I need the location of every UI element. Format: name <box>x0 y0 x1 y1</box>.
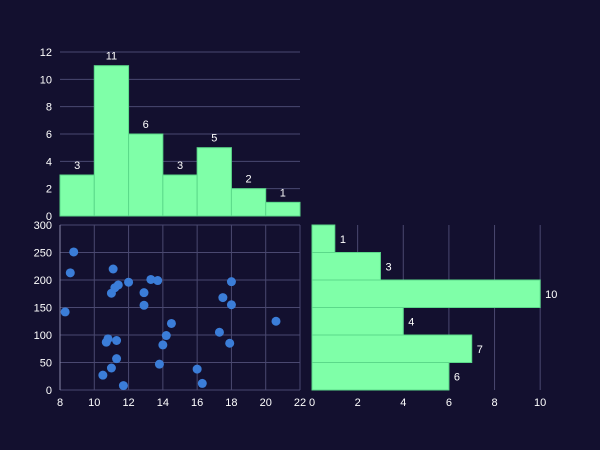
right-histogram-x-tick-label: 4 <box>400 397 406 409</box>
scatter-point <box>166 318 176 328</box>
scatter-point <box>158 340 168 350</box>
scatter-point <box>226 277 236 287</box>
top-histogram-bar-label: 11 <box>106 51 117 63</box>
scatter-x-tick-label: 18 <box>225 397 237 409</box>
right-histogram-bar-label: 3 <box>385 261 391 273</box>
scatter-point <box>112 354 122 364</box>
top-histogram-bar-label: 2 <box>246 174 252 186</box>
scatter-point <box>113 280 123 290</box>
right-histogram-bar <box>311 252 381 281</box>
scatter-x-tick-label: 22 <box>294 397 306 409</box>
scatter-y-tick-label: 100 <box>34 330 52 342</box>
scatter-x-tick-label: 8 <box>57 397 63 409</box>
top-histogram-bar <box>265 201 301 217</box>
top-histogram-bar-label: 3 <box>74 160 80 172</box>
right-histogram-bar-label: 6 <box>454 371 460 383</box>
top-histogram-y-tick-label: 10 <box>40 74 52 86</box>
scatter-point <box>197 378 207 388</box>
scatter-point <box>60 307 70 317</box>
top-histogram-y-tick-label: 8 <box>46 102 52 114</box>
right-histogram-bar-label: 10 <box>545 289 557 301</box>
top-histogram-bar <box>230 188 267 217</box>
right-histogram-bar <box>311 279 541 308</box>
right-histogram-x-tick-label: 0 <box>309 397 315 409</box>
top-histogram-bar-label: 5 <box>211 133 217 145</box>
top-histogram-bar <box>128 133 164 217</box>
scatter-point <box>103 334 113 344</box>
scatter-y-tick-label: 300 <box>34 220 52 232</box>
right-histogram-bar-label: 7 <box>477 344 483 356</box>
scatter-x-tick-label: 20 <box>260 397 272 409</box>
scatter-point <box>108 264 118 274</box>
top-histogram-y-tick-label: 4 <box>46 156 52 168</box>
top-histogram-bar-label: 6 <box>143 119 149 131</box>
scatter-point <box>98 370 108 380</box>
scatter-point <box>271 316 281 326</box>
top-histogram-y-tick-label: 2 <box>46 184 52 196</box>
scatter-x-tick-label: 14 <box>157 397 169 409</box>
scatter-x-tick-label: 16 <box>191 397 203 409</box>
right-histogram-bar-label: 4 <box>408 316 414 328</box>
scatter-point <box>225 338 235 348</box>
top-histogram: 0 2 4 6 8 10 12 3 11 6 3 5 2 1 <box>40 47 301 223</box>
scatter-x-tick-label: 10 <box>88 397 100 409</box>
right-histogram-x-tick-label: 2 <box>355 397 361 409</box>
scatter-point <box>218 293 228 303</box>
scatter-point <box>65 268 75 278</box>
scatter-point <box>153 276 163 286</box>
scatter-point <box>161 331 171 341</box>
scatter-point <box>112 336 122 345</box>
top-histogram-y-tick-label: 0 <box>46 211 52 223</box>
scatter-point <box>146 274 156 284</box>
right-histogram-x-tick-label: 10 <box>534 397 546 409</box>
right-histogram: 0 2 4 6 8 10 1 3 10 4 7 6 <box>309 224 557 409</box>
scatter-point <box>69 247 79 257</box>
scatter-y-tick-label: 50 <box>40 358 52 370</box>
scatter-y-tick-label: 250 <box>34 248 52 260</box>
scatter-point <box>139 300 149 310</box>
top-histogram-bar <box>93 65 130 217</box>
scatter-point <box>154 359 164 369</box>
scatter-point <box>106 363 116 373</box>
top-histogram-y-tick-label: 12 <box>40 47 52 59</box>
scatter-y-tick-label: 200 <box>34 275 52 287</box>
scatter-point <box>118 381 128 391</box>
scatter-point <box>192 364 202 374</box>
top-histogram-bar <box>162 174 198 217</box>
top-histogram-bar-label: 1 <box>280 187 286 199</box>
right-histogram-x-tick-label: 8 <box>491 397 497 409</box>
top-histogram-bar <box>196 147 232 217</box>
scatter-point <box>226 300 236 310</box>
right-histogram-x-tick-label: 6 <box>446 397 452 409</box>
top-histogram-bar <box>59 174 95 217</box>
top-histogram-y-tick-label: 6 <box>46 129 52 141</box>
scatter-y-tick-label: 0 <box>46 385 52 397</box>
top-histogram-bar-label: 3 <box>177 160 183 172</box>
right-histogram-bar <box>311 307 404 336</box>
scatter-point <box>214 327 224 337</box>
scatter-point <box>139 288 149 298</box>
right-histogram-bar <box>311 224 336 253</box>
right-histogram-bar-label: 1 <box>340 234 346 246</box>
right-histogram-bar <box>311 334 473 363</box>
right-histogram-bar <box>311 362 450 391</box>
scatter-point <box>124 277 134 287</box>
scatter-x-tick-label: 12 <box>122 397 134 409</box>
scatter-plot: 0 50 100 150 200 250 300 8 10 12 14 16 18 20 22 <box>34 220 306 409</box>
scatter-y-tick-label: 150 <box>34 303 52 315</box>
